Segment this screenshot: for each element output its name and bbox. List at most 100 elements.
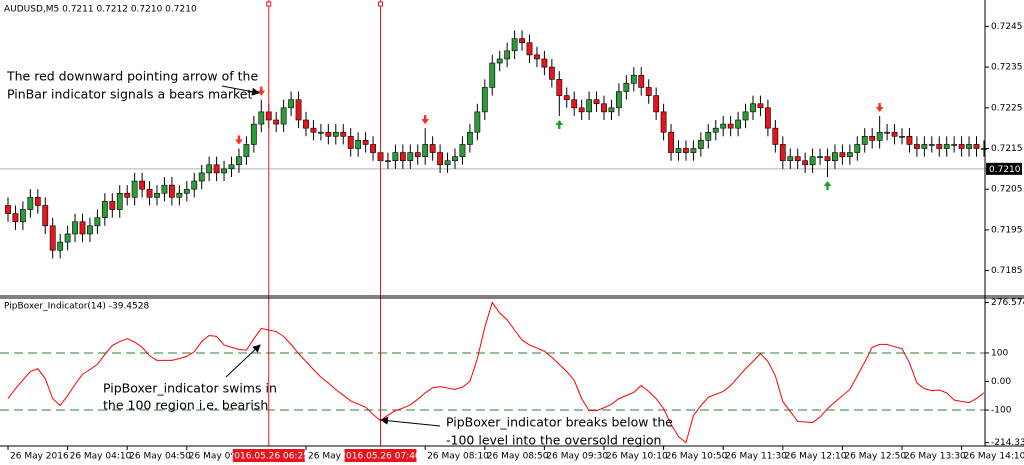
candle-body xyxy=(727,123,734,129)
candle-body xyxy=(913,144,920,149)
candle-body xyxy=(221,168,227,174)
candle-body xyxy=(504,50,511,60)
candle-body xyxy=(317,131,324,134)
candle-body xyxy=(638,74,645,88)
candle-body xyxy=(817,156,823,158)
x-tick-label: 26 May 13:30 xyxy=(904,452,966,462)
signal-arrow xyxy=(421,115,429,125)
x-tick-label: 26 May 05:30 xyxy=(189,452,251,462)
candle-body xyxy=(623,83,630,92)
y-tick-label: -100 xyxy=(991,406,1012,416)
signal-arrow xyxy=(823,180,832,190)
candle-body xyxy=(906,135,913,145)
candle-body xyxy=(392,152,399,162)
candle-body xyxy=(466,131,473,145)
x-tick-label: 26 May 08:50 xyxy=(487,452,549,462)
candle-body xyxy=(347,135,354,149)
candle-body xyxy=(64,233,71,243)
candle-body xyxy=(198,172,205,182)
annotation-arrow xyxy=(380,416,441,427)
candle-body xyxy=(608,107,615,113)
candle-body xyxy=(362,140,369,145)
candle-body xyxy=(474,111,481,133)
candle-body xyxy=(764,107,771,129)
candle-body xyxy=(541,58,548,68)
candle-body xyxy=(19,209,26,223)
candle-body xyxy=(899,135,905,138)
candle-body xyxy=(228,164,235,170)
annotation-text: PipBoxer_indicator breaks below the xyxy=(446,415,673,430)
candle-body xyxy=(697,140,704,149)
candle-body xyxy=(571,99,578,109)
candle-body xyxy=(757,103,764,109)
candle-body xyxy=(973,144,980,149)
candle-body xyxy=(399,152,406,162)
candle-body xyxy=(645,87,652,96)
y-tick-label: -214.336 xyxy=(991,438,1024,448)
candle-body xyxy=(787,156,794,162)
annotation-arrow xyxy=(225,344,261,378)
candle-body xyxy=(169,184,175,198)
marker-label-box xyxy=(232,449,305,462)
price-label-box xyxy=(986,162,1022,175)
candle-body xyxy=(779,144,786,162)
candle-body xyxy=(124,192,131,198)
x-tick-label: 26 May 10:10 xyxy=(606,452,668,462)
candle-body xyxy=(258,111,265,125)
candle-body xyxy=(131,180,138,198)
y-tick-label: 276.5748 xyxy=(991,298,1024,308)
candle-body xyxy=(303,119,309,129)
candle-body xyxy=(720,123,727,129)
candle-body xyxy=(280,107,287,125)
candle-body xyxy=(802,160,809,166)
candle-body xyxy=(414,152,421,157)
candle-body xyxy=(444,160,451,166)
candle-body xyxy=(891,131,898,137)
candle-body xyxy=(683,148,689,153)
candle-body xyxy=(332,131,339,137)
y-tick-label: 0.7235 xyxy=(991,63,1023,73)
candle-body xyxy=(206,164,213,174)
candle-body xyxy=(742,111,749,121)
candle-body xyxy=(437,152,443,166)
x-tick-label: 26 May 04:50 xyxy=(129,452,191,462)
annotation: PipBoxer_indicator breaks below the -100… xyxy=(380,415,673,448)
marker-label: 2016.05.26 06:25 xyxy=(229,452,309,462)
candle-body xyxy=(668,131,674,153)
candle-body xyxy=(340,131,347,137)
y-tick-label: 0.7205 xyxy=(991,185,1023,195)
annotation: The red downward pointing arrow of the P… xyxy=(6,69,260,102)
indicator-line xyxy=(7,301,985,444)
x-tick-label: 26 May 12:50 xyxy=(844,452,906,462)
candle-body xyxy=(690,148,697,153)
candle-body xyxy=(5,205,11,214)
candle-body xyxy=(861,135,868,145)
candle-body xyxy=(34,197,41,206)
candle-body xyxy=(556,79,563,96)
candle-body xyxy=(832,152,838,162)
candle-body xyxy=(772,127,779,145)
candle-body xyxy=(548,66,555,80)
candle-body xyxy=(496,58,503,64)
candle-body xyxy=(563,95,570,100)
x-tick-label: 26 May 12:10 xyxy=(785,452,847,462)
candle-body xyxy=(355,140,362,149)
annotation-text: PipBoxer_indicator swims in xyxy=(103,381,277,396)
annotation: PipBoxer_indicator swims in the 100 regi… xyxy=(103,344,277,413)
candle-body xyxy=(49,225,56,251)
candle-body xyxy=(213,164,220,174)
price-label: 0.7210 xyxy=(989,165,1021,175)
candle-body xyxy=(534,54,540,60)
candle-body xyxy=(243,144,250,157)
x-tick-label: 26 May 10:50 xyxy=(666,452,728,462)
panel-title: AUDUSD,M5 0.7211 0.7212 0.7210 0.7210 xyxy=(4,5,197,15)
candle-body xyxy=(176,192,183,198)
x-tick-label: 26 May 14:10 xyxy=(964,452,1024,462)
candle-body xyxy=(750,103,756,113)
candle-body xyxy=(116,192,123,210)
x-tick-label: 26 May 2016 xyxy=(10,452,69,462)
y-tick-label: 0.7185 xyxy=(991,266,1023,276)
candle-body xyxy=(191,180,198,190)
candle-body xyxy=(601,103,607,113)
x-tick-label: 26 May 11:30 xyxy=(725,452,787,462)
